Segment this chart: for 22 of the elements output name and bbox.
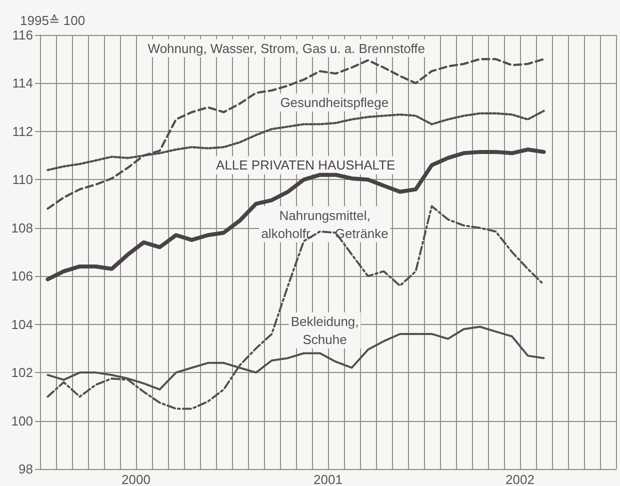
series-label: Gesundheitspflege [280, 95, 389, 110]
y-tick-label: 114 [12, 76, 33, 91]
series-label: Bekleidung, Schuhe [290, 314, 359, 347]
line-series [46, 58, 545, 210]
series-label: Nahrungsmittel, alkoholfr. Getränke [261, 208, 388, 241]
y-tick-label: 112 [12, 124, 33, 139]
y-tick-label: 102 [11, 365, 33, 380]
y-tick-label: 104 [11, 316, 33, 332]
x-tick-label: 2001 [314, 472, 342, 486]
x-tick-label: 2002 [506, 472, 534, 486]
line-series [46, 205, 545, 410]
y-tick-label: 116 [12, 28, 33, 42]
y-axis-title: 1995≙ 100 [20, 13, 86, 28]
y-tick-label: 108 [11, 220, 33, 236]
x-tick-label: 2000 [122, 472, 150, 486]
series-label: Wohnung, Wasser, Strom, Gas u. a. Brennstoffe [148, 40, 426, 56]
y-tick-label: 110 [12, 172, 33, 188]
line-series [46, 148, 546, 282]
y-tick-label: 106 [11, 268, 33, 284]
y-tick-label: 100 [11, 413, 33, 428]
y-tick-label: 98 [18, 462, 33, 476]
series-label: ALLE PRIVATEN HAUSHALTE [216, 158, 396, 173]
